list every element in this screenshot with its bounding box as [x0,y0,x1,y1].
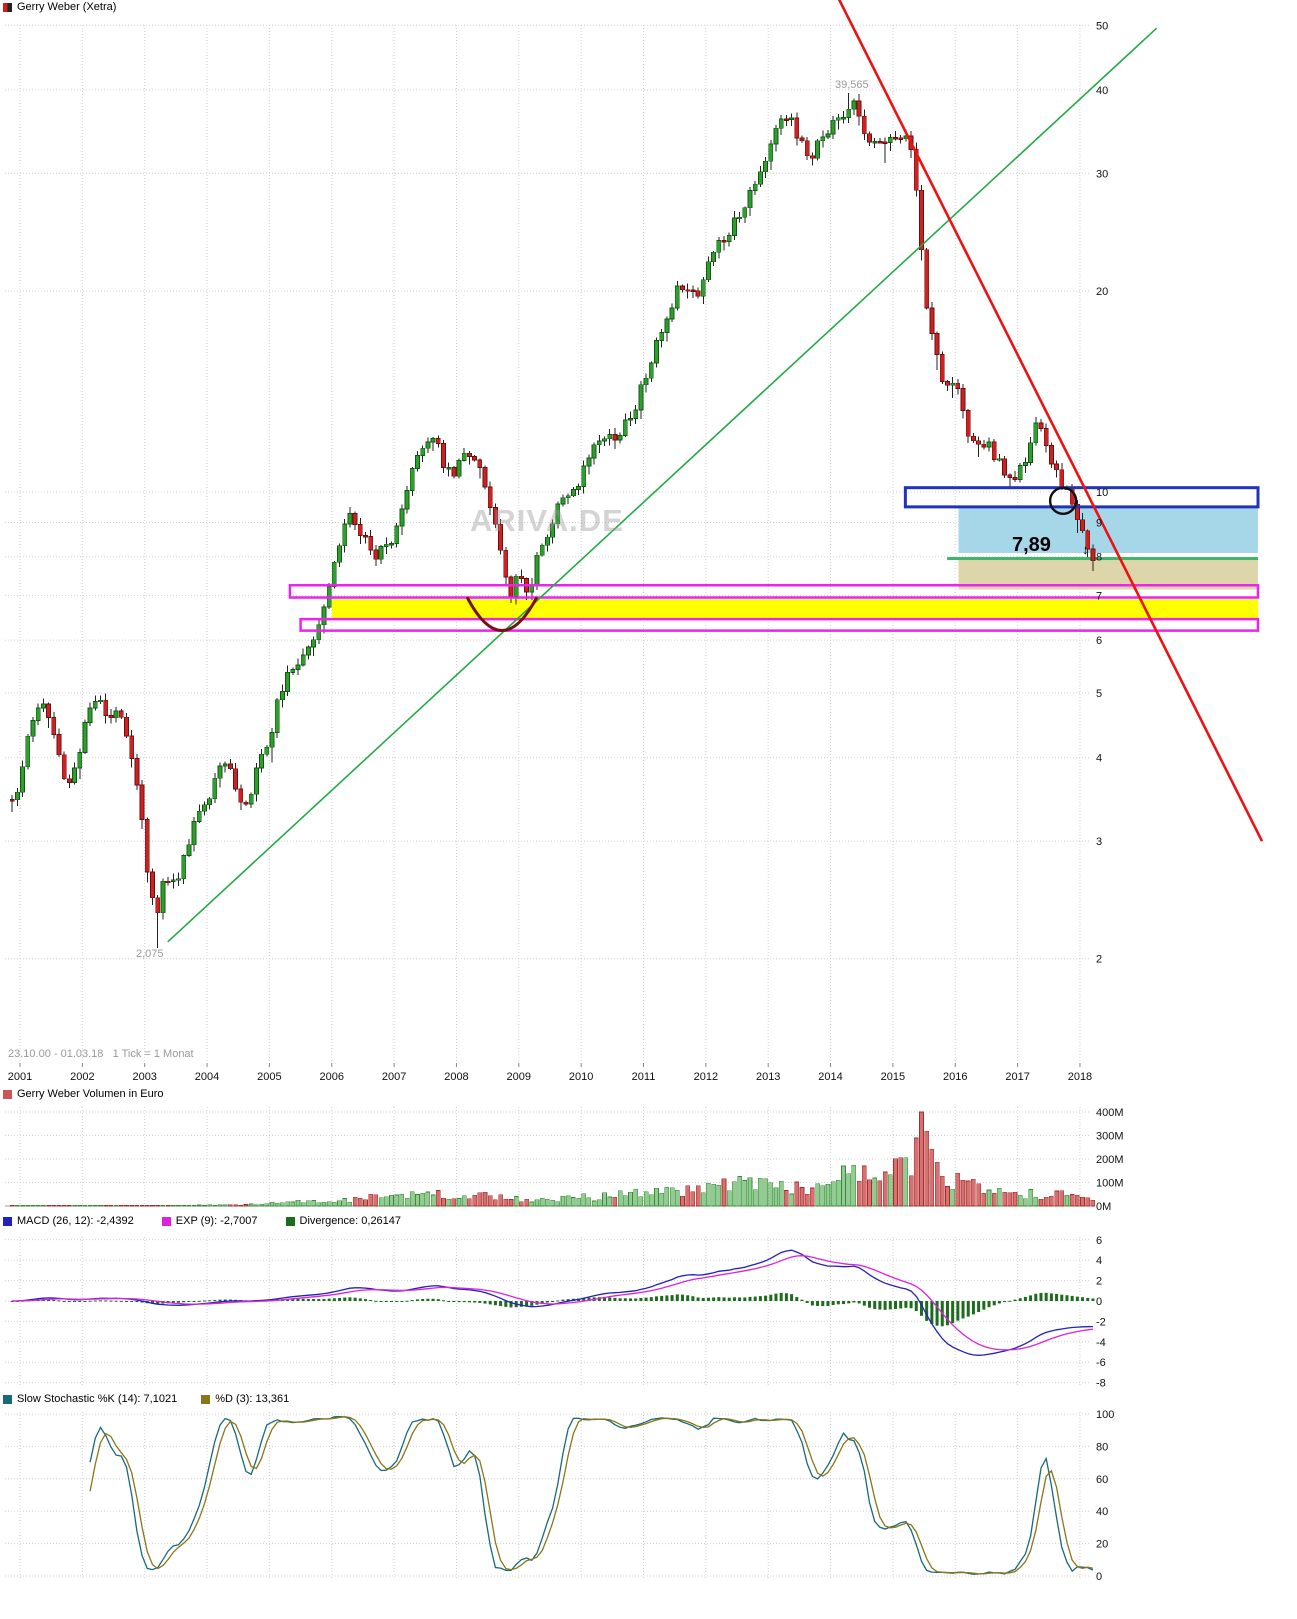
stochastic-d-icon [201,1394,211,1404]
svg-text:4: 4 [1096,1255,1102,1267]
stochastic-grid [5,1412,1090,1578]
svg-text:2006: 2006 [320,1071,344,1083]
svg-text:20: 20 [1096,286,1108,298]
volume-legend: Gerry Weber Volumen in Euro [3,1088,164,1100]
svg-text:2012: 2012 [694,1071,718,1083]
svg-text:8: 8 [1096,552,1102,564]
stochastic-k-legend-item: Slow Stochastic %K (14): 7,1021 [3,1393,177,1405]
stochastic-d-legend-item: %D (3): 13,361 [201,1393,289,1405]
svg-text:20: 20 [1096,1539,1108,1551]
svg-text:300M: 300M [1096,1131,1124,1143]
svg-text:400M: 400M [1096,1107,1124,1119]
stochastic-k-label: Slow Stochastic %K (14): 7,1021 [17,1393,178,1405]
svg-text:60: 60 [1096,1474,1108,1486]
period-info: 23.10.00 - 01.03.18 1 Tick = 1 Monat [8,1048,194,1060]
svg-text:9: 9 [1096,518,1102,530]
period-range: 23.10.00 - 01.03.18 [8,1048,104,1060]
drawing-objects[interactable] [167,0,1264,943]
macd-layer [10,1249,1095,1356]
macd-divergence-label: Divergence: 0,26147 [299,1215,402,1227]
instrument-legend: Gerry Weber (Xetra) [3,1,116,13]
green-support-line[interactable] [947,557,1258,561]
volume-bars-layer [5,1111,1096,1207]
svg-text:3: 3 [1096,836,1102,848]
stochastic-layer [89,1416,1094,1575]
cyan-zone[interactable] [958,506,1258,554]
svg-text:50: 50 [1096,20,1108,32]
macd-grid [5,1237,1090,1386]
macd-signal-label: EXP (9): -2,7007 [175,1215,258,1227]
macd-legend: MACD (26, 12): -2,4392 EXP (9): -2,7007 … [3,1215,401,1227]
svg-text:2002: 2002 [70,1071,94,1083]
svg-text:-8: -8 [1096,1378,1106,1390]
red-downtrend-line[interactable] [836,0,1264,842]
axis-labels: 504030201098765432400M300M200M100M0M6420… [8,20,1124,1583]
svg-text:2015: 2015 [881,1071,905,1083]
svg-text:2003: 2003 [132,1071,156,1083]
macd-legend-item: MACD (26, 12): -2,4392 [3,1215,134,1227]
macd-signal-legend-item: EXP (9): -2,7007 [161,1215,258,1227]
svg-text:6: 6 [1096,635,1102,647]
macd-signal-icon [161,1216,171,1226]
chart-type-icon [3,2,12,12]
svg-text:2009: 2009 [507,1071,531,1083]
svg-text:2008: 2008 [444,1071,468,1083]
macd-divergence-legend-item: Divergence: 0,26147 [285,1215,402,1227]
tick-interval: 1 Tick = 1 Monat [112,1048,194,1060]
svg-text:-4: -4 [1096,1337,1106,1349]
svg-text:40: 40 [1096,1506,1108,1518]
yellow-zone[interactable] [331,599,1258,620]
instrument-title: Gerry Weber (Xetra) [17,1,117,13]
magenta-box-lower[interactable] [299,617,1260,632]
svg-text:2: 2 [1096,1276,1102,1288]
svg-text:2016: 2016 [943,1071,967,1083]
svg-text:2001: 2001 [8,1071,32,1083]
svg-text:7: 7 [1096,590,1102,602]
svg-text:30: 30 [1096,168,1108,180]
svg-text:6: 6 [1096,1235,1102,1247]
svg-text:5: 5 [1096,688,1102,700]
svg-text:100: 100 [1096,1409,1114,1421]
magenta-box-upper[interactable] [288,584,1260,599]
svg-text:80: 80 [1096,1441,1108,1453]
svg-text:100M: 100M [1096,1178,1124,1190]
svg-text:2010: 2010 [569,1071,593,1083]
support-resistance-zones[interactable] [331,506,1258,620]
svg-text:2014: 2014 [818,1071,842,1083]
svg-text:-2: -2 [1096,1316,1106,1328]
stochastic-d-label: %D (3): 13,361 [215,1393,290,1405]
stochastic-legend: Slow Stochastic %K (14): 7,1021 %D (3): … [3,1393,289,1405]
svg-text:0: 0 [1096,1296,1102,1308]
svg-text:2018: 2018 [1068,1071,1092,1083]
svg-text:2: 2 [1096,954,1102,966]
svg-text:10: 10 [1096,487,1108,499]
macd-line-icon [3,1216,12,1226]
candles-layer [9,93,1096,949]
red-arc-annotation[interactable] [466,596,538,632]
green-uptrend-line[interactable] [167,27,1158,943]
volume-series-icon [3,1089,12,1099]
volume-legend-label: Gerry Weber Volumen in Euro [17,1088,164,1100]
svg-text:40: 40 [1096,85,1108,97]
svg-text:4: 4 [1096,753,1102,765]
stochastic-k-icon [3,1394,12,1404]
svg-text:-6: -6 [1096,1357,1106,1369]
circle-annotation[interactable] [1048,486,1078,516]
price-grid [5,24,1090,1067]
svg-text:0M: 0M [1096,1201,1111,1213]
svg-text:2005: 2005 [257,1071,281,1083]
svg-text:2007: 2007 [382,1071,406,1083]
svg-text:2017: 2017 [1005,1071,1029,1083]
macd-line-label: MACD (26, 12): -2,4392 [17,1215,134,1227]
svg-text:2011: 2011 [632,1071,656,1083]
svg-text:200M: 200M [1096,1154,1124,1166]
svg-text:0: 0 [1096,1571,1102,1583]
svg-text:2004: 2004 [195,1071,219,1083]
macd-divergence-icon [285,1216,295,1226]
period-spacer [103,1048,112,1060]
svg-text:2013: 2013 [756,1071,780,1083]
blue-resistance-box[interactable] [903,486,1260,509]
